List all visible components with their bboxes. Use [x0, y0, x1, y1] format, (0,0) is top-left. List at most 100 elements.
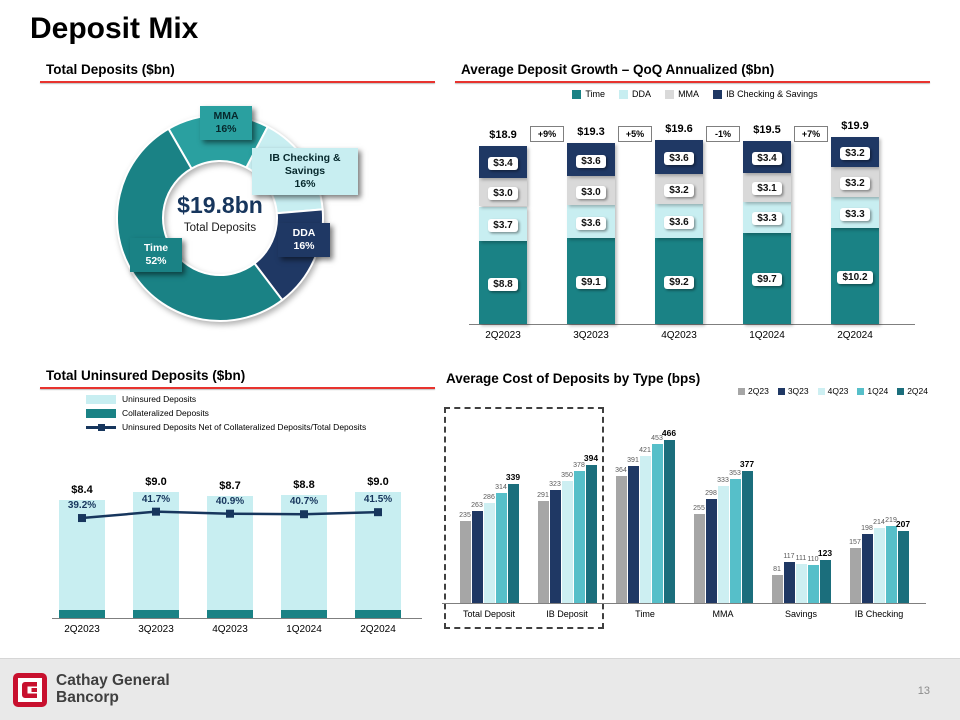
bar-total-label: $9.0 — [145, 476, 167, 488]
bar-segment-label: $3.2 — [647, 180, 711, 198]
bar-segment-value: $3.7 — [488, 218, 518, 232]
legend-label: 2Q23 — [748, 386, 769, 396]
callout-pct: 16% — [293, 240, 315, 253]
axis-category-label: 3Q2023 — [138, 624, 174, 635]
line-value-label: 40.9% — [215, 495, 245, 507]
line-value-label: 41.5% — [363, 494, 393, 506]
legend-item: 2Q23 — [738, 386, 769, 396]
bar-uninsured — [133, 492, 179, 610]
bar-series-1 — [549, 489, 561, 603]
bar-series-4 — [585, 465, 597, 603]
panel-uninsured-deposits: Total Uninsured Deposits ($bn) Uninsured… — [40, 368, 435, 654]
legend-label: 4Q23 — [827, 386, 849, 396]
legend-swatch — [86, 394, 116, 404]
legend-item: Collateralized Deposits — [86, 408, 366, 418]
bar-value-label: 350 — [561, 471, 573, 479]
callout-label: Time — [143, 242, 169, 254]
bar-value-label: 117 — [783, 553, 795, 561]
bar-value-label: 291 — [537, 492, 549, 500]
donut-slice-time — [116, 127, 284, 322]
bar-total-label: $19.6 — [665, 122, 693, 135]
bar-value-label: 298 — [705, 489, 717, 497]
bar-value-label: 378 — [573, 461, 585, 469]
legend-label: DDA — [632, 89, 652, 99]
legend-swatch — [738, 387, 746, 395]
axis-category-label: Savings — [784, 609, 818, 619]
bar-value-label: 111 — [795, 555, 807, 563]
legend: 2Q23 3Q23 4Q23 1Q24 2Q24 — [729, 386, 928, 396]
bar-series-2 — [561, 480, 573, 603]
legend-label: Time — [585, 89, 606, 99]
legend-label: Collateralized Deposits — [122, 408, 209, 418]
bar-series-0 — [459, 520, 471, 603]
bar-segment-value: $3.2 — [840, 177, 870, 191]
bar-series-3 — [651, 444, 663, 603]
panel-deposit-growth: Average Deposit Growth – QoQ Annualized … — [455, 62, 930, 358]
callout-pct: 16% — [215, 123, 237, 136]
legend-swatch — [817, 387, 825, 395]
bar-series-1 — [861, 533, 873, 603]
bar-series-1 — [627, 466, 639, 603]
bar-series-1 — [705, 498, 717, 603]
axis-category-label: Time — [635, 609, 655, 619]
bar-collateralized — [133, 609, 179, 618]
line-value-label: 39.2% — [67, 500, 97, 512]
legend-item: IB Checking & Savings — [713, 89, 818, 99]
legend-swatch — [572, 89, 582, 99]
donut-callout-mma: MMA 16% — [200, 106, 252, 141]
brand-name: Cathay General Bancorp — [56, 672, 170, 706]
bar-collateralized — [355, 609, 401, 618]
legend-label: 2Q24 — [907, 386, 928, 396]
total-deposits-value: $19.8bn — [177, 192, 263, 218]
bar-collateralized — [281, 609, 327, 618]
bar-value-label: 263 — [471, 501, 483, 509]
callout-label: IB Checking & Savings — [269, 152, 341, 178]
bar-value-label: 198 — [861, 524, 873, 532]
bar-value-label: 323 — [549, 480, 561, 488]
x-axis-line — [469, 324, 915, 325]
legend-line-marker — [98, 423, 105, 431]
growth-badge: +5% — [618, 126, 652, 142]
bar-segment-label: $3.2 — [823, 143, 887, 161]
axis-category-label: Total Deposit — [462, 609, 516, 619]
legend-label: 3Q23 — [787, 386, 809, 396]
bar-segment-value: $9.1 — [576, 276, 606, 290]
axis-category-label: 2Q2024 — [360, 624, 396, 635]
bar-segment-value: $3.4 — [488, 157, 518, 171]
bar-value-label: 219 — [885, 517, 897, 525]
bar-series-4 — [663, 439, 675, 603]
bar-segment-value: $3.0 — [488, 187, 518, 201]
legend-label: Uninsured Deposits — [122, 394, 197, 404]
brand-line2: Bancorp — [56, 689, 119, 706]
brand-line1: Cathay General — [56, 672, 170, 689]
bar-segment-label: $3.6 — [559, 213, 623, 231]
bar-series-4 — [741, 471, 753, 603]
bar-segment-value: $3.1 — [752, 182, 782, 196]
bar-uninsured — [207, 496, 253, 610]
legend-label: 1Q24 — [867, 386, 889, 396]
bar-value-label: 353 — [729, 470, 741, 478]
bar-total-label: $19.9 — [841, 119, 869, 132]
bar-segment-value: $3.6 — [576, 216, 606, 230]
bar-value-label: 123 — [817, 547, 833, 558]
bar-series-3 — [495, 493, 507, 603]
bar-uninsured — [281, 494, 327, 610]
donut-callout-time: Time 52% — [130, 238, 182, 273]
axis-category-label: 1Q2024 — [749, 330, 785, 341]
bar-series-0 — [537, 501, 549, 603]
bar-value-label: 421 — [639, 446, 651, 454]
axis-category-label: 4Q2023 — [661, 330, 697, 341]
bar-segment-value: $9.7 — [752, 273, 782, 287]
title-underline — [40, 387, 435, 389]
bar-total-label: $9.0 — [367, 476, 389, 488]
bar-series-1 — [471, 510, 483, 603]
panel-cost-of-deposits: Average Cost of Deposits by Type (bps) 2… — [440, 371, 932, 654]
bar-segment-label: $3.7 — [471, 215, 535, 233]
x-axis-line — [442, 603, 926, 604]
bar-segment-value: $8.8 — [488, 277, 518, 291]
legend-swatch — [86, 408, 116, 418]
line-value-label: 40.7% — [289, 496, 319, 508]
growth-badge: +7% — [794, 126, 828, 142]
chart-title-total-deposits: Total Deposits ($bn) — [46, 62, 175, 77]
legend-item: DDA — [619, 89, 651, 99]
